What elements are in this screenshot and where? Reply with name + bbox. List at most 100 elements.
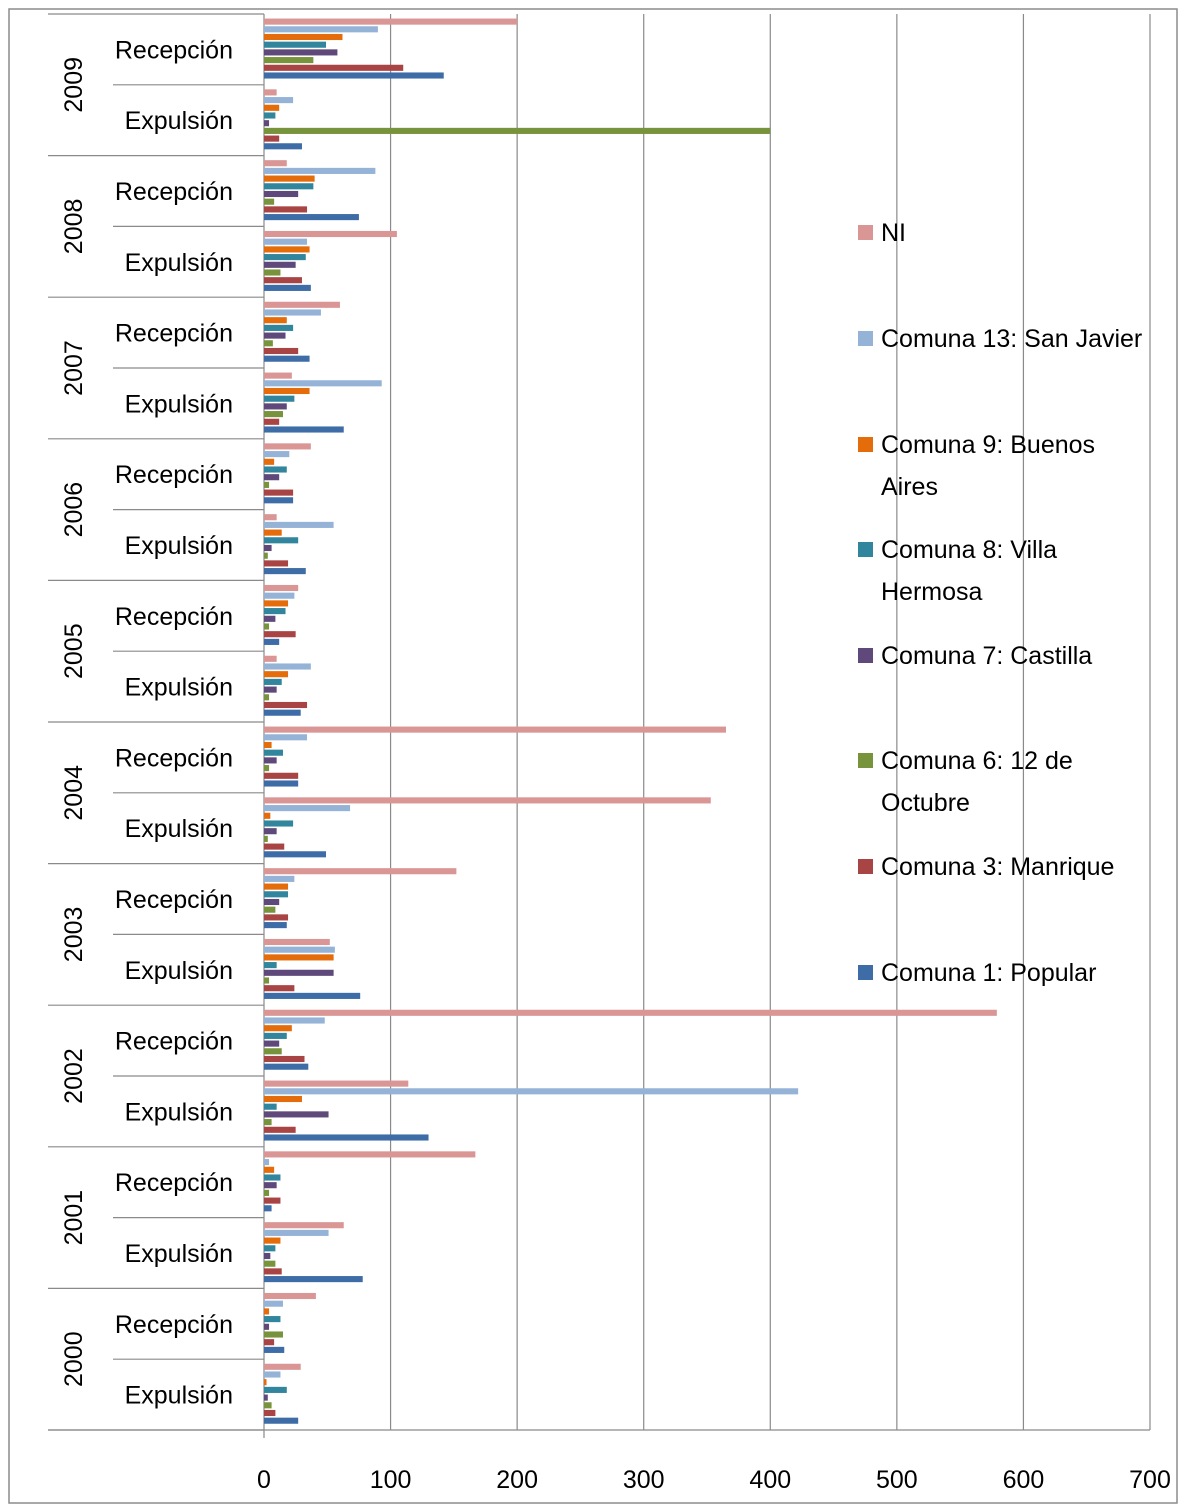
bar [264,481,270,488]
bar [264,214,359,221]
bar [264,301,340,308]
bar [264,380,382,387]
bar [264,387,310,395]
bar [264,355,310,362]
bar [264,1197,281,1204]
bar [264,655,277,662]
bar [264,1025,292,1032]
subcategory-label: Recepción [115,886,233,914]
bar [264,875,295,882]
bar [264,851,327,858]
subcategory-label: Expulsión [125,390,233,418]
legend-label: Comuna 6: 12 de [881,747,1073,775]
bar [264,835,268,842]
bar [264,426,344,433]
bar [264,89,277,96]
bar [264,175,315,182]
bar [264,104,280,111]
bar [264,592,295,599]
bar [264,954,334,961]
bar [264,1292,316,1300]
x-tick-label: 200 [496,1466,538,1494]
bar [264,206,308,213]
bar [264,1119,272,1126]
legend-label: Comuna 9: Buenos [881,431,1095,459]
subcategory-label: Recepción [115,1028,233,1056]
bar [264,726,726,733]
bar [264,72,444,79]
year-label-2000: 2000 [60,1331,88,1387]
bar [264,395,295,402]
year-label-2002: 2002 [60,1048,88,1104]
bar [264,1237,281,1244]
bar [264,623,270,630]
bar [264,1331,283,1338]
subcategory-label: Expulsión [125,674,233,702]
legend-swatch [858,965,873,980]
bar [264,1386,287,1393]
bar [264,1166,275,1173]
bar [264,1174,281,1181]
bar [264,1126,296,1133]
bar [264,1063,309,1070]
bar [264,1055,305,1063]
bar [264,734,308,741]
bar [264,340,273,347]
bar [264,1103,277,1110]
bar [264,261,296,268]
bar [264,797,711,804]
year-label-2005: 2005 [60,623,88,679]
bar [264,638,280,645]
year-label-2009: 2009 [60,57,88,113]
legend-label: Hermosa [881,578,983,606]
bar [264,1394,268,1401]
bar [264,230,397,238]
bar [264,686,277,693]
bar [264,1379,267,1386]
bar [264,269,281,276]
bar [264,1268,282,1275]
bar [264,458,275,465]
bar [264,1346,285,1353]
bar [264,568,306,575]
bar [264,946,335,953]
bar [264,254,306,261]
bar [264,120,270,127]
bar [264,906,276,913]
bar [264,112,276,119]
legend: NI Comuna 13: San Javier Comuna 9: Buenos A… [858,219,1142,987]
bar [264,49,338,56]
bar [264,26,378,33]
bar [264,600,289,607]
bar [264,1017,325,1024]
bar [264,277,302,284]
bar [264,757,277,764]
bar [264,631,296,638]
x-tick-label: 100 [370,1466,412,1494]
bar [264,780,299,787]
subcategory-label: Recepción [115,36,233,64]
bar [264,135,280,142]
year-label-2006: 2006 [60,482,88,538]
bar [264,820,294,827]
bar [264,1300,283,1307]
bar [264,1260,276,1267]
legend-swatch [858,225,873,240]
bar [264,167,376,174]
bar [264,868,457,875]
bar [264,411,283,418]
subcategory-label: Recepción [115,320,233,348]
legend-label: Comuna 8: Villa [881,536,1057,564]
bar [264,891,289,898]
legend-swatch [858,542,873,557]
bar [264,1182,277,1189]
bar [264,1245,276,1252]
bar [264,41,327,48]
bar [264,127,771,134]
year-label-2007: 2007 [60,340,88,396]
bar [264,671,289,678]
bar [264,160,287,167]
year-label-2003: 2003 [60,907,88,963]
